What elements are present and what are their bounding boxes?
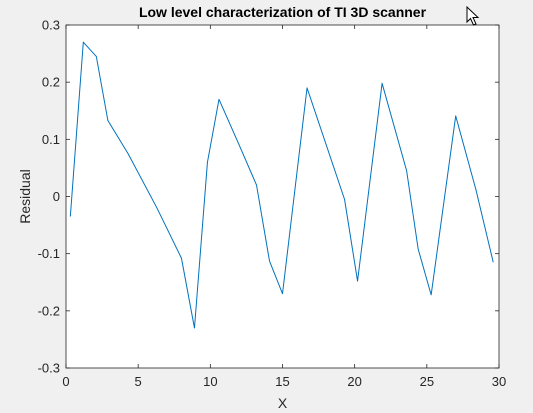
x-tick-label: 10 [203,374,217,389]
x-tick-label: 5 [135,374,142,389]
chart-title: Low level characterization of TI 3D scan… [139,4,427,20]
x-axis-label: X [278,395,288,411]
x-tick-label: 25 [420,374,434,389]
y-tick-label: 0.2 [42,75,60,90]
y-tick-label: -0.1 [38,246,60,261]
plot-area [66,25,499,368]
x-tick-label: 15 [275,374,289,389]
x-tick-label: 0 [62,374,69,389]
y-tick-label: -0.3 [38,361,60,376]
x-tick-label: 30 [492,374,506,389]
y-tick-label: 0.3 [42,18,60,33]
y-tick-label: 0.1 [42,132,60,147]
y-axis-label: Residual [17,169,33,223]
y-tick-label: 0 [53,189,60,204]
x-tick-label: 20 [347,374,361,389]
series-line-0 [69,41,494,329]
y-tick-label: -0.2 [38,303,60,318]
mouse-pointer-icon [466,6,480,26]
plot-layer: 0 5 10 15 20 25 30 -0.3 -0.2 -0.1 0 0.1 0.2 0.3 [38,18,507,390]
